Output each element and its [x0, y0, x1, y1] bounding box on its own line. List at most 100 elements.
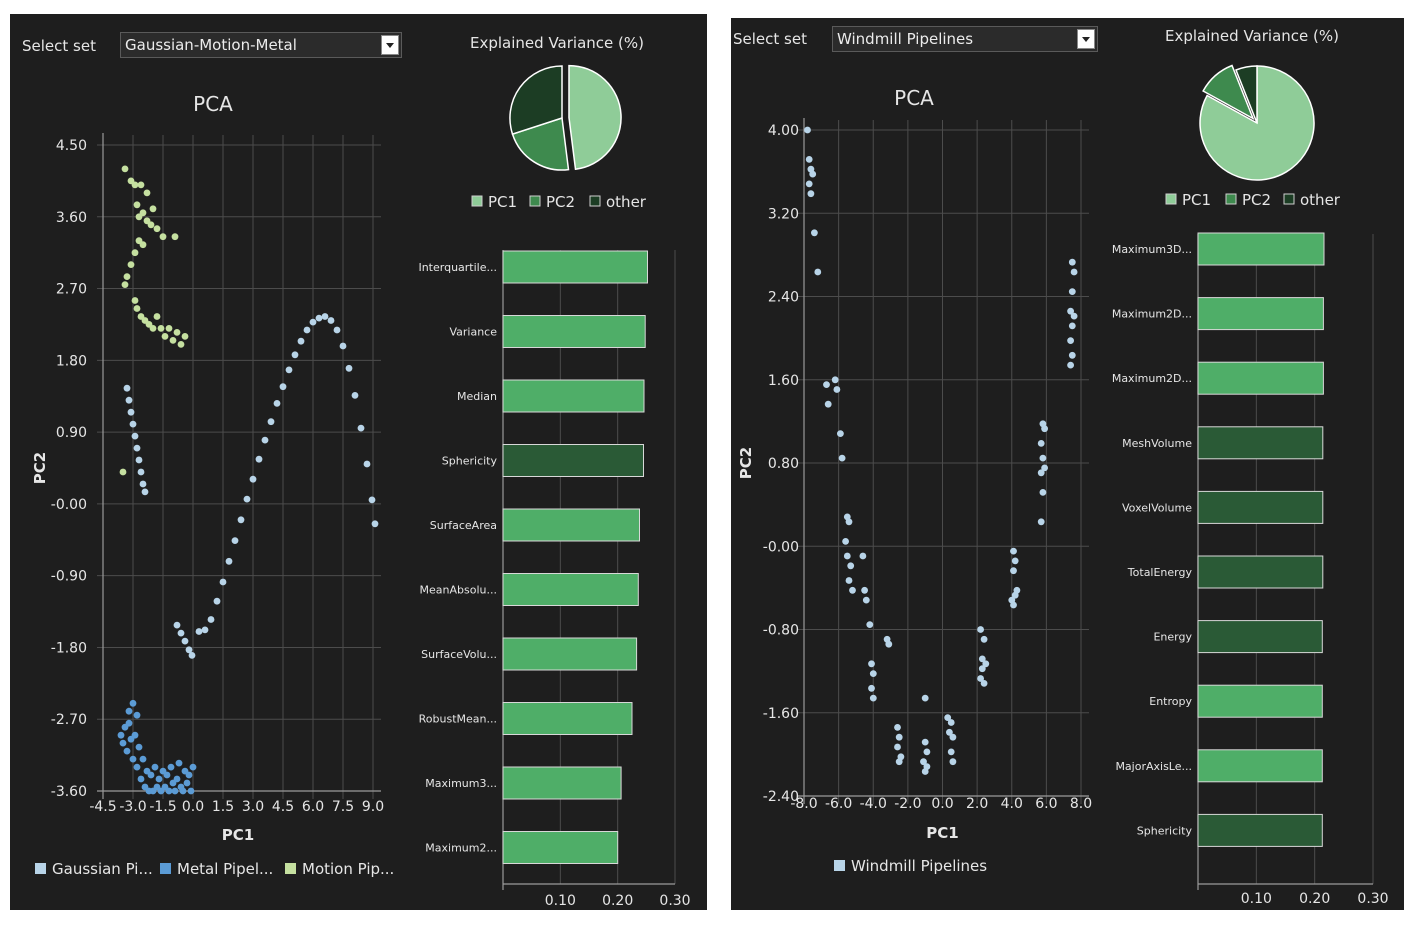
- series-motion-pip: [119, 165, 189, 476]
- data-point: [171, 233, 179, 241]
- legend-label: Metal Pipel...: [177, 860, 273, 878]
- pie-slice-pc2: [1202, 64, 1255, 121]
- data-point: [219, 578, 227, 586]
- bar-surfacevolu: [502, 637, 638, 671]
- data-point: [1068, 258, 1076, 266]
- data-point: [135, 456, 143, 464]
- data-point: [127, 261, 135, 268]
- chevron-down-icon[interactable]: [381, 35, 399, 55]
- data-point: [885, 640, 893, 648]
- data-point: [869, 694, 877, 702]
- data-point: [149, 205, 157, 213]
- data-point: [171, 787, 179, 795]
- data-point: [143, 189, 151, 197]
- pie-title: Explained Variance (%): [470, 34, 644, 52]
- y-tick-label: 0.80: [768, 456, 799, 472]
- legend-label: PC1: [488, 193, 517, 211]
- bar-maximum2d: [1197, 361, 1324, 395]
- data-point: [195, 628, 203, 635]
- data-point: [357, 424, 365, 432]
- data-point: [804, 126, 811, 134]
- bar-category-label: Median: [457, 390, 497, 403]
- legend-label: PC2: [546, 193, 575, 211]
- x-tick-label: 0.10: [1241, 891, 1272, 907]
- x-tick-label: 9.0: [362, 799, 384, 815]
- data-point: [321, 313, 329, 320]
- data-point: [371, 520, 379, 528]
- x-tick-label: 0.20: [602, 893, 633, 909]
- bar-category-label: Maximum3...: [425, 777, 497, 790]
- data-point: [894, 743, 901, 751]
- set-dropdown[interactable]: Windmill Pipelines: [832, 26, 1098, 52]
- data-point: [291, 351, 299, 359]
- data-point: [980, 680, 988, 687]
- data-point: [1037, 518, 1045, 526]
- chevron-down-icon[interactable]: [1077, 29, 1095, 49]
- bar-maximum3d: [1197, 232, 1325, 266]
- data-point: [181, 637, 189, 645]
- set-dropdown[interactable]: Gaussian-Motion-Metal: [120, 32, 402, 58]
- data-point: [279, 383, 287, 391]
- bar-category-label: MeshVolume: [1122, 437, 1192, 450]
- data-point: [183, 779, 191, 787]
- data-point: [121, 165, 129, 173]
- data-point: [153, 313, 161, 320]
- data-point: [977, 626, 984, 633]
- data-point: [894, 724, 901, 731]
- data-point: [845, 577, 853, 584]
- data-point: [285, 366, 293, 374]
- data-point: [363, 460, 371, 468]
- data-point: [179, 787, 187, 795]
- bar-category-label: RobustMean...: [419, 713, 497, 726]
- bar-category-label: VoxelVolume: [1122, 501, 1192, 514]
- data-point: [1011, 557, 1019, 565]
- pie-slice-pc2: [511, 117, 570, 171]
- data-point: [837, 430, 844, 437]
- data-point: [1041, 464, 1048, 472]
- right-chart-svg: -8.0 -6.0 -4.0 -2.0 0.0 2.0 4.0 6.0 8.04.003.202…: [737, 27, 1389, 907]
- data-point: [1010, 601, 1017, 609]
- x-tick-label: 0.0: [931, 796, 953, 812]
- y-tick-label: -0.00: [51, 497, 87, 513]
- pie-slice-pc1: [568, 64, 622, 171]
- data-point: [173, 329, 181, 336]
- bar-category-label: SurfaceArea: [430, 519, 497, 532]
- data-point: [147, 221, 155, 229]
- pca-scatter-chart: -4.5 -3.0 -1.5 0.0 1.5 3.0 4.5 6.0 7.5 9.0 4.50 3.6…: [31, 92, 394, 878]
- pie-title: Explained Variance (%): [1165, 27, 1339, 45]
- data-point: [823, 381, 830, 388]
- x-tick-label: 0.30: [1357, 891, 1388, 907]
- data-point: [1039, 454, 1047, 462]
- x-axis-label: PC1: [222, 826, 254, 844]
- legend-swatch: [35, 863, 46, 874]
- y-tick-label: -3.60: [51, 784, 87, 800]
- data-point: [309, 318, 317, 326]
- bar-surfacearea: [502, 508, 640, 542]
- data-point: [133, 201, 141, 209]
- data-point: [297, 337, 305, 345]
- data-point: [129, 420, 137, 428]
- data-point: [187, 787, 195, 795]
- data-point: [868, 660, 875, 668]
- data-point: [861, 586, 868, 594]
- x-tick-label: -3.0: [119, 799, 146, 815]
- bar-category-label: MeanAbsolu...: [420, 584, 497, 597]
- legend-label: other: [1300, 191, 1341, 209]
- data-point: [895, 758, 903, 766]
- data-point: [175, 759, 183, 767]
- data-point: [139, 209, 147, 217]
- data-point: [921, 694, 929, 702]
- chart-title: PCA: [193, 92, 233, 116]
- left-panel: Select set Gaussian-Motion-Metal -4.5 -3.…: [10, 14, 707, 910]
- y-tick-label: -2.40: [763, 789, 799, 805]
- x-tick-label: 2.0: [966, 796, 988, 812]
- data-point: [129, 755, 137, 763]
- data-point: [161, 333, 169, 340]
- legend-swatch: [589, 195, 601, 207]
- bar-category-label: Maximum2...: [425, 842, 497, 855]
- legend-swatch: [834, 860, 845, 871]
- data-point: [842, 538, 849, 545]
- data-point: [814, 268, 822, 276]
- data-point: [1067, 337, 1074, 344]
- data-point: [249, 475, 257, 483]
